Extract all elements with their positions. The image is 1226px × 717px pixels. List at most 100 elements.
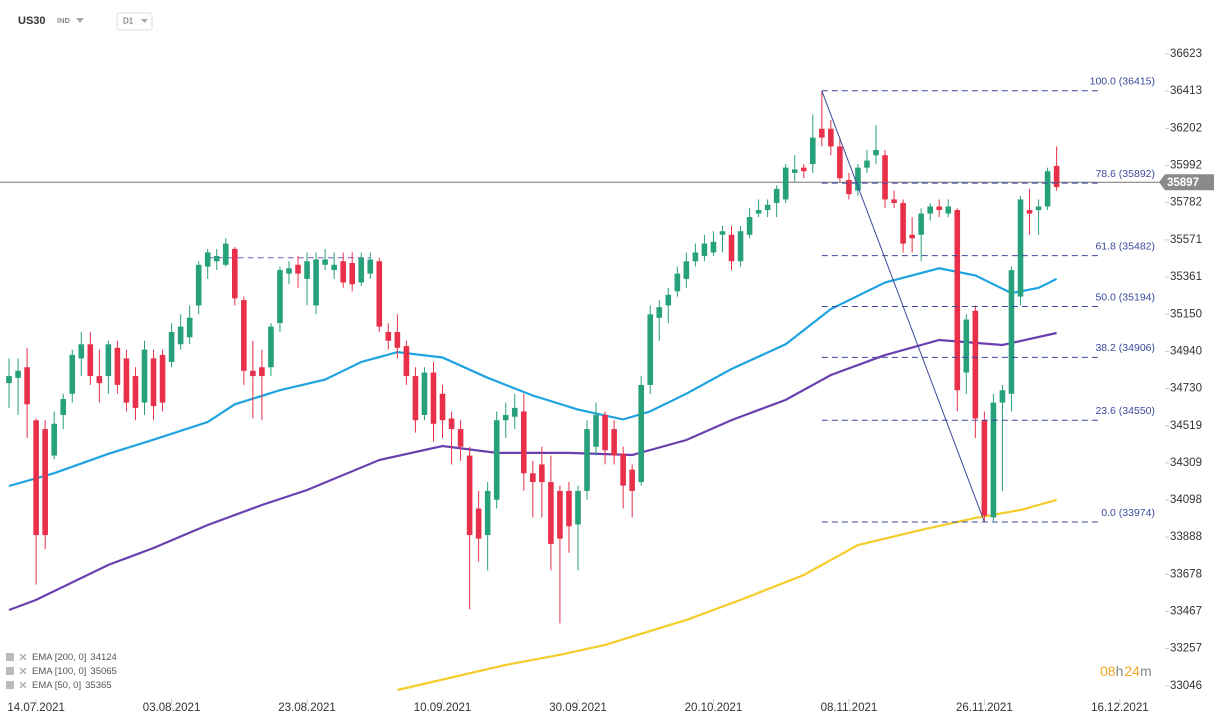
candle-body: [331, 264, 337, 271]
candle-body: [286, 268, 292, 274]
candle-body: [1044, 171, 1051, 207]
candle-body: [981, 420, 988, 516]
x-tick-label: 16.12.2021: [1091, 702, 1149, 714]
candle-body: [557, 490, 563, 539]
fib-label: 78.6 (35892): [1095, 168, 1155, 180]
candle-body: [764, 204, 771, 211]
candle-body: [448, 418, 455, 430]
candle-body: [141, 349, 148, 403]
legend-icon[interactable]: [6, 653, 14, 661]
legend-icon[interactable]: [6, 681, 14, 689]
interval: D1: [123, 17, 134, 26]
candle-body: [846, 180, 852, 195]
candle-body: [195, 264, 202, 306]
candle-body: [385, 331, 392, 341]
legend-entry: EMA [50, 0] 35365: [32, 680, 112, 691]
candle-body: [611, 429, 617, 456]
y-tick-label: 33678: [1170, 568, 1202, 580]
countdown-minutes: 24: [1124, 663, 1140, 679]
candle-body: [855, 167, 861, 191]
legend-remove[interactable]: [19, 667, 27, 675]
candle-body: [42, 429, 48, 536]
candle-body: [972, 310, 979, 419]
candle-body: [295, 264, 301, 274]
candle-body: [755, 210, 762, 214]
candle-body: [1008, 270, 1015, 394]
y-tick-label: 34730: [1170, 382, 1202, 394]
x-tick-label: 10.09.2021: [414, 702, 472, 714]
fib-label: 50.0 (35194): [1095, 291, 1155, 303]
candle-body: [376, 261, 383, 327]
legend-icon[interactable]: [6, 667, 14, 675]
candle-body: [277, 270, 283, 324]
candle-body: [349, 263, 356, 285]
price-tag: [1159, 174, 1214, 191]
y-tick-label: 35150: [1170, 308, 1202, 320]
legend-remove[interactable]: [19, 681, 27, 689]
candle-body: [33, 420, 39, 536]
candle-body: [927, 206, 933, 214]
legend-remove[interactable]: [19, 653, 27, 661]
symbol[interactable]: US30: [18, 15, 46, 27]
candle-body: [6, 376, 12, 384]
legend-entry: EMA [100, 0] 35065: [32, 666, 117, 677]
candle-body: [737, 231, 744, 262]
candle-body: [150, 358, 157, 407]
fib-label: 61.8 (35482): [1095, 240, 1155, 252]
y-tick-label: 36623: [1170, 48, 1202, 60]
candle-body: [728, 234, 735, 262]
legend-name: EMA [100, 0]: [32, 666, 86, 677]
candle-body: [990, 402, 997, 518]
fib-label: 38.2 (34906): [1095, 342, 1155, 354]
candle-body: [918, 213, 924, 235]
candle-body: [313, 259, 319, 306]
x-tick-label: 08.11.2021: [821, 702, 878, 714]
legend-name: EMA [200, 0]: [32, 652, 86, 663]
candle-body: [873, 149, 879, 156]
candle-body: [78, 344, 85, 359]
countdown-hours-unit: h: [1116, 663, 1124, 679]
candle-body: [322, 259, 328, 265]
candle-body: [186, 317, 193, 338]
candle-body: [24, 367, 30, 405]
candle-body: [475, 508, 482, 539]
candle-body: [909, 234, 915, 239]
legend-value: 35065: [90, 666, 116, 677]
market: IND: [57, 16, 71, 25]
candle-body: [114, 347, 121, 385]
interval-button[interactable]: [116, 12, 153, 31]
candle-body: [457, 429, 464, 447]
candle-body: [105, 344, 112, 377]
y-tick-label: 35571: [1170, 234, 1202, 246]
candle-body: [241, 300, 247, 371]
candle-body: [1053, 165, 1060, 188]
candle-body: [746, 217, 753, 235]
candle-body: [304, 261, 310, 279]
candle-body: [800, 167, 807, 172]
countdown-hours: 08: [1100, 663, 1116, 679]
candle-body: [530, 473, 536, 483]
candle-body: [268, 326, 274, 368]
candle-body: [340, 261, 346, 283]
candle-body: [773, 188, 780, 203]
fib-label: 23.6 (34550): [1095, 405, 1155, 417]
x-tick-label: 20.10.2021: [685, 702, 743, 714]
x-tick-label: 30.09.2021: [549, 702, 607, 714]
candle-body: [430, 372, 437, 424]
candle-body: [710, 241, 717, 253]
candle-body: [51, 423, 57, 456]
candle-body: [701, 243, 708, 256]
candle-body: [132, 376, 139, 408]
y-tick-label: 33046: [1170, 680, 1202, 692]
y-tick-label: 34098: [1170, 494, 1202, 506]
candle-body: [520, 411, 527, 474]
candle-body: [96, 376, 103, 384]
candle-body: [656, 307, 663, 318]
y-tick-label: 34309: [1170, 457, 1202, 469]
candle-body: [412, 376, 419, 421]
candle-body: [683, 261, 690, 279]
candle-body: [954, 210, 961, 391]
symbol-dropdown[interactable]: [76, 18, 84, 23]
